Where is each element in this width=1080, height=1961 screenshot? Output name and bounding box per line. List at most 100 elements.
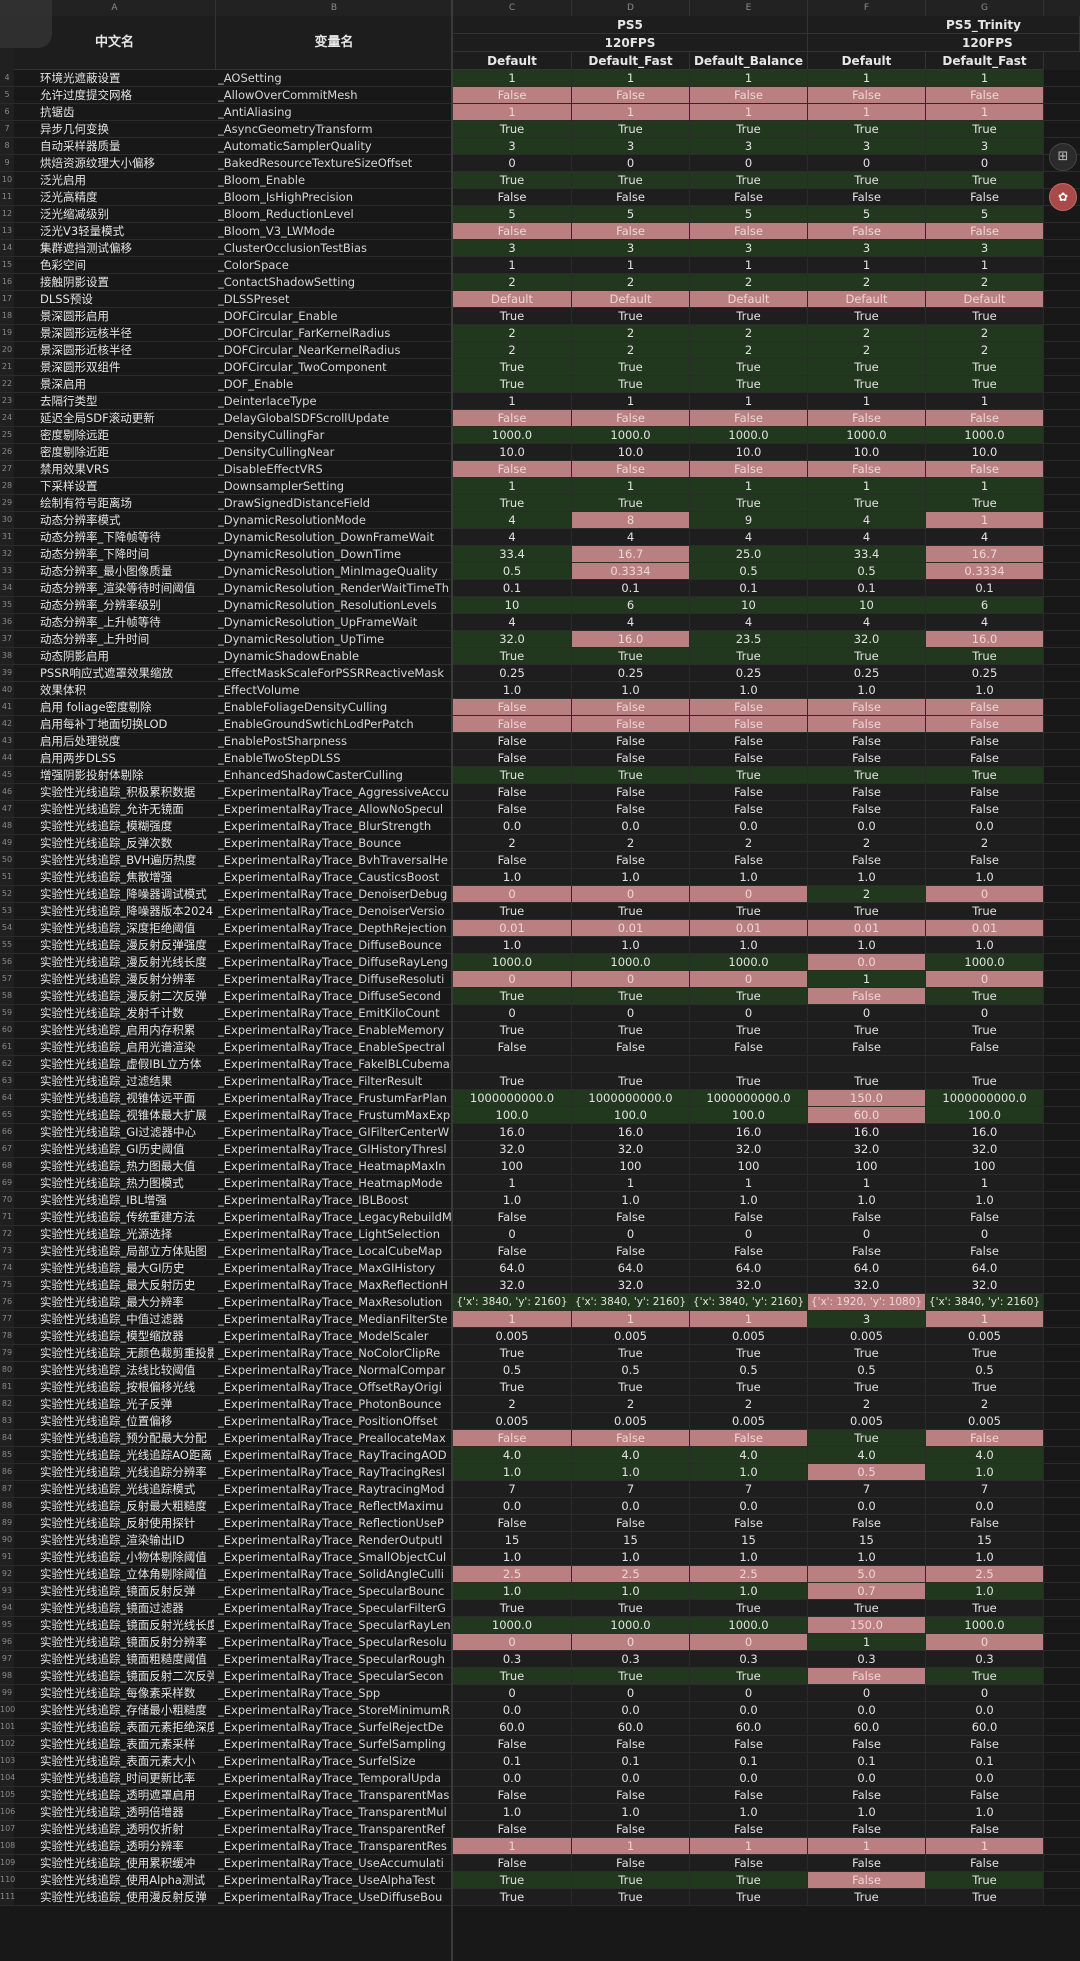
cell-chinese-name[interactable]: 动态分辨率_最小图像质量 — [40, 564, 173, 578]
row-number[interactable]: 29 — [0, 495, 14, 511]
cell-variable-name[interactable]: _Bloom_Enable — [218, 173, 306, 187]
row-number[interactable]: 31 — [0, 529, 14, 545]
cell-value[interactable]: 4 — [572, 529, 690, 545]
cell-value[interactable]: 0 — [926, 886, 1044, 902]
cell-value[interactable]: 0.0 — [808, 954, 926, 970]
cell-value[interactable]: False — [572, 801, 690, 817]
cell-variable-name[interactable]: _ExperimentalRayTrace_ReflectMaximu — [218, 1499, 444, 1513]
cell-value[interactable]: 16.7 — [926, 546, 1044, 562]
cell-value[interactable]: 60.0 — [808, 1107, 926, 1123]
cell-chinese-name[interactable]: 动态分辨率_上升时间 — [40, 632, 150, 646]
cell-variable-name[interactable]: _ExperimentalRayTrace_AllowNoSpecul — [218, 802, 444, 816]
row-number[interactable]: 9 — [0, 155, 14, 171]
cell-value[interactable]: 16.0 — [453, 1124, 572, 1140]
cell-value[interactable]: 3 — [453, 138, 572, 154]
cell-variable-name[interactable]: _DynamicResolution_ResolutionLevels — [218, 598, 437, 612]
cell-value[interactable]: 4 — [453, 529, 572, 545]
cell-variable-name[interactable]: _ExperimentalRayTrace_SurfelRejectDe — [218, 1720, 444, 1734]
cell-chinese-name[interactable]: 实验性光线追踪_深度拒绝阈值 — [40, 921, 196, 935]
cell-value[interactable]: 0.0 — [808, 1498, 926, 1514]
cell-variable-name[interactable]: _ExperimentalRayTrace_SpecularBounc — [218, 1584, 445, 1598]
cell-value[interactable]: 7 — [808, 1481, 926, 1497]
cell-chinese-name[interactable]: 实验性光线追踪_视锥体远平面 — [40, 1091, 196, 1105]
cell-value[interactable]: False — [926, 189, 1044, 205]
row-number[interactable]: 89 — [0, 1515, 14, 1531]
cell-variable-name[interactable]: _ExperimentalRayTrace_TransparentRef — [218, 1822, 445, 1836]
cell-value[interactable]: Default — [808, 291, 926, 307]
cell-value[interactable]: True — [453, 1668, 572, 1684]
cell-variable-name[interactable]: _DynamicResolution_DownTime — [218, 547, 402, 561]
cell-value[interactable]: False — [690, 801, 808, 817]
cell-value[interactable]: False — [690, 1821, 808, 1837]
cell-chinese-name[interactable]: 实验性光线追踪_降噪器调试模式 — [40, 887, 207, 901]
cell-value[interactable]: True — [690, 495, 808, 511]
cell-value[interactable]: 1.0 — [690, 1583, 808, 1599]
row-number[interactable]: 110 — [0, 1872, 15, 1888]
cell-value[interactable]: 3 — [572, 240, 690, 256]
cell-value[interactable]: True — [808, 1379, 926, 1395]
cell-value[interactable]: False — [690, 699, 808, 715]
cell-value[interactable]: 2 — [926, 274, 1044, 290]
cell-variable-name[interactable]: _ExperimentalRayTrace_SurfelSize — [218, 1754, 416, 1768]
cell-value[interactable]: 33.4 — [808, 546, 926, 562]
cell-value[interactable]: 2 — [808, 325, 926, 341]
cell-value[interactable]: 100.0 — [926, 1107, 1044, 1123]
cell-value[interactable]: 1.0 — [453, 1549, 572, 1565]
column-letter-a[interactable]: A — [14, 0, 216, 16]
row-number[interactable]: 53 — [0, 903, 14, 919]
cell-value[interactable]: 0.0 — [690, 818, 808, 834]
cell-value[interactable]: 2 — [572, 274, 690, 290]
cell-value[interactable]: 1 — [690, 1838, 808, 1854]
cell-variable-name[interactable]: _ExperimentalRayTrace_RenderOutputI — [218, 1533, 443, 1547]
cell-value[interactable]: 0.1 — [690, 1753, 808, 1769]
cell-chinese-name[interactable]: 实验性光线追踪_位置偏移 — [40, 1414, 173, 1428]
cell-value[interactable]: 2 — [808, 274, 926, 290]
cell-value[interactable]: False — [808, 750, 926, 766]
cell-value[interactable]: 1 — [808, 1634, 926, 1650]
cell-value[interactable]: 1 — [690, 478, 808, 494]
cell-value[interactable]: 0.3 — [808, 1651, 926, 1667]
cell-value[interactable]: True — [690, 1600, 808, 1616]
row-number[interactable]: 71 — [0, 1209, 14, 1225]
cell-chinese-name[interactable]: 实验性光线追踪_反射使用探针 — [40, 1516, 196, 1530]
cell-value[interactable]: 60.0 — [572, 1719, 690, 1735]
header-sub-4[interactable]: Default_Fast — [926, 52, 1044, 70]
cell-value[interactable]: 0.25 — [808, 665, 926, 681]
cell-value[interactable]: 0 — [926, 1226, 1044, 1242]
cell-value[interactable]: 3 — [926, 138, 1044, 154]
cell-chinese-name[interactable]: 实验性光线追踪_反射最大粗糙度 — [40, 1499, 207, 1513]
cell-value[interactable]: False — [453, 1515, 572, 1531]
cell-value[interactable]: True — [453, 121, 572, 137]
cell-value[interactable]: False — [453, 784, 572, 800]
cell-value[interactable]: 0.0 — [453, 1770, 572, 1786]
cell-value[interactable]: 10 — [690, 597, 808, 613]
cell-value[interactable]: True — [926, 648, 1044, 664]
header-group-ps5-trinity[interactable]: PS5_Trinity — [808, 16, 1080, 34]
cell-variable-name[interactable]: _DynamicResolution_UpFrameWait — [218, 615, 418, 629]
cell-chinese-name[interactable]: 实验性光线追踪_透明仅折射 — [40, 1822, 184, 1836]
cell-value[interactable]: 64.0 — [926, 1260, 1044, 1276]
cell-variable-name[interactable]: _DrawSignedDistanceField — [218, 496, 371, 510]
cell-value[interactable]: 1.0 — [808, 682, 926, 698]
cell-value[interactable]: True — [453, 648, 572, 664]
cell-value[interactable]: 100 — [808, 1158, 926, 1174]
cell-value[interactable]: False — [572, 699, 690, 715]
cell-value[interactable]: False — [572, 1855, 690, 1871]
cell-value[interactable]: False — [926, 852, 1044, 868]
cell-chinese-name[interactable]: 实验性光线追踪_过滤结果 — [40, 1074, 173, 1088]
cell-value[interactable]: True — [926, 359, 1044, 375]
row-number[interactable]: 79 — [0, 1345, 14, 1361]
cell-value[interactable]: 60.0 — [808, 1719, 926, 1735]
cell-value[interactable]: True — [572, 359, 690, 375]
cell-chinese-name[interactable]: 实验性光线追踪_表面元素拒绝深度 — [40, 1720, 214, 1734]
cell-chinese-name[interactable]: 允许过度提交网格 — [40, 88, 132, 102]
cell-value[interactable]: 64.0 — [690, 1260, 808, 1276]
cell-value[interactable]: False — [926, 716, 1044, 732]
cell-value[interactable]: False — [808, 1787, 926, 1803]
row-number[interactable]: 11 — [0, 189, 14, 205]
cell-value[interactable]: 0.7 — [808, 1583, 926, 1599]
cell-value[interactable]: 0 — [453, 155, 572, 171]
cell-value[interactable]: False — [453, 410, 572, 426]
cell-variable-name[interactable]: _ExperimentalRayTrace_SpecularResolu — [218, 1635, 447, 1649]
cell-value[interactable]: 3 — [453, 240, 572, 256]
